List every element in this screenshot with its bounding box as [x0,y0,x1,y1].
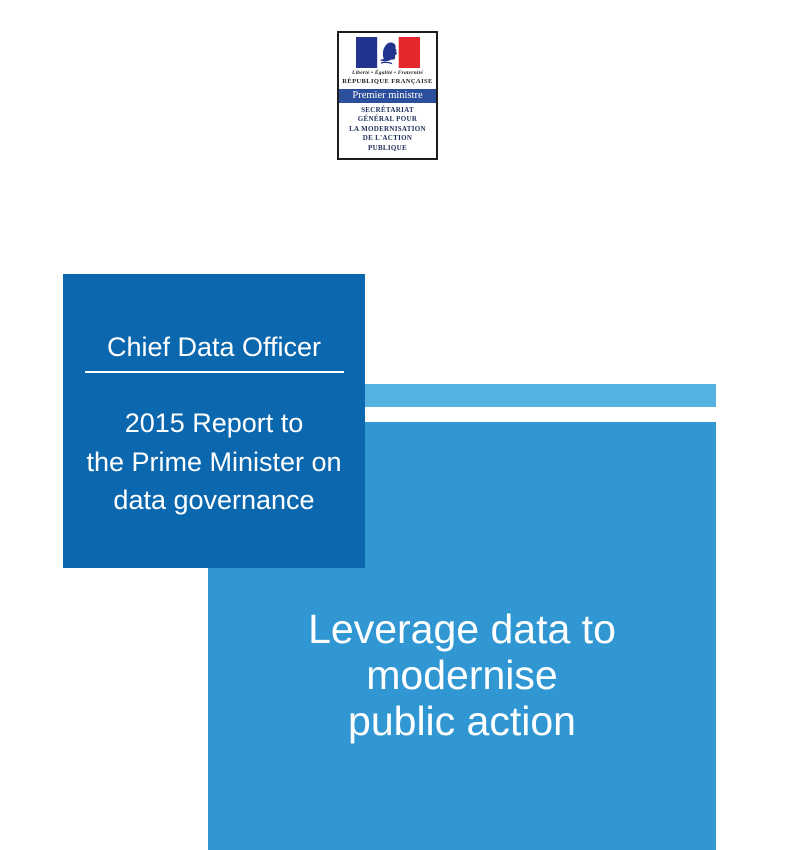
premier-ministre-band: Premier ministre [339,89,436,103]
logo-motto: Liberté • Égalité • Fraternité [352,70,423,76]
logo-org-line: PUBLIQUE [368,143,407,152]
header-panel: Chief Data Officer 2015 Report to the Pr… [63,274,365,568]
report-title: Leverage data to modernise public action [208,606,716,744]
report-kicker: Chief Data Officer [106,332,322,362]
gov-logo: Liberté • Égalité • Fraternité RÉPUBLIQU… [337,31,438,160]
light-blue-accent-strip [365,384,716,407]
report-subtitle-line: 2015 Report to [124,408,304,438]
divider-line [84,371,344,373]
logo-org-line: GÉNÉRAL POUR [357,115,418,124]
marianne-flag-icon [355,37,420,68]
report-subtitle-line: the Prime Minister on [86,446,342,477]
logo-org-line: SECRÉTARIAT [361,106,414,114]
report-subtitle: 2015 Report to the Prime Minister on dat… [63,404,365,520]
logo-republic-label: RÉPUBLIQUE FRANÇAISE [342,78,433,85]
logo-org-name: SECRÉTARIAT GÉNÉRAL POUR LA MODERNISATIO… [339,106,436,153]
logo-org-line: LA MODERNISATION [349,124,426,133]
report-title-line: Leverage data to modernise [308,606,616,698]
report-subtitle-line: data governance [113,485,315,515]
main-title-panel: Leverage data to modernise public action [208,422,716,850]
logo-org-line: DE L'ACTION [362,134,413,143]
report-title-line: public action [348,698,576,744]
